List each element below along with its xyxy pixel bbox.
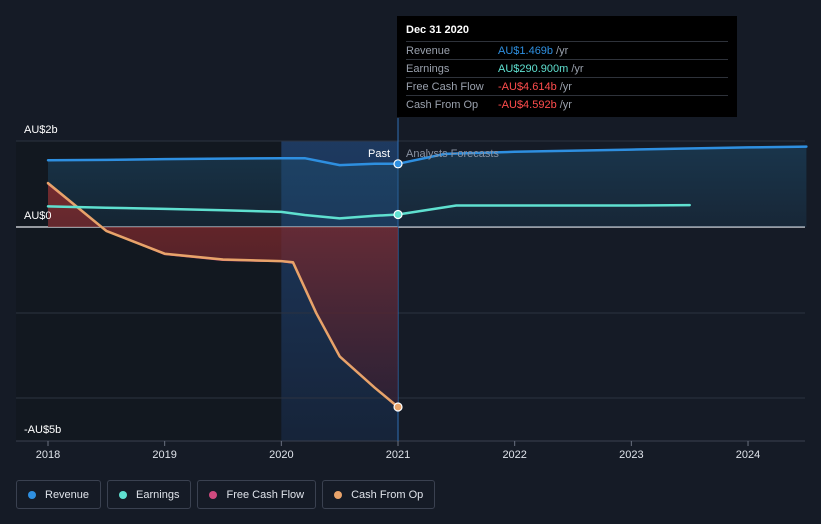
legend-label: Earnings <box>136 488 180 501</box>
tooltip-label: Earnings <box>406 62 450 75</box>
legend-item-revenue[interactable]: Revenue <box>16 480 102 509</box>
legend-item-free-cash-flow[interactable]: Free Cash Flow <box>197 480 317 509</box>
cfo-marker[interactable] <box>393 402 403 412</box>
line-layer <box>46 145 808 409</box>
forecast-label: Analysts Forecasts <box>406 148 499 160</box>
tooltip: Dec 31 2020 Revenue AU$1.469b /yr Earnin… <box>397 16 737 117</box>
y-label-top: AU$2b <box>24 124 58 136</box>
x-tick-label: 2023 <box>619 449 643 461</box>
legend-label: Free Cash Flow <box>226 488 305 501</box>
tooltip-label: Free Cash Flow <box>406 80 484 93</box>
legend-item-earnings[interactable]: Earnings <box>107 480 192 509</box>
tooltip-label: Revenue <box>406 44 451 57</box>
tooltip-value: -AU$4.614b <box>498 80 557 93</box>
y-label-bottom: -AU$5b <box>24 424 61 436</box>
revenue-marker[interactable] <box>393 159 403 169</box>
tooltip-value: AU$1.469b <box>498 44 554 57</box>
free-cash-flow-dot-icon <box>209 490 218 499</box>
legend-label: Revenue <box>45 488 90 501</box>
cash-from-op-dot-icon <box>334 490 343 499</box>
earnings-marker[interactable] <box>393 209 403 220</box>
x-tick-label: 2024 <box>736 449 760 461</box>
tooltip-unit: /yr <box>559 80 572 93</box>
legend-label: Cash From Op <box>351 488 424 501</box>
past-label: Past <box>368 148 390 160</box>
earnings-line <box>46 203 691 220</box>
revenue-line <box>46 145 808 167</box>
tooltip-unit: /yr <box>556 44 569 57</box>
tooltip-row-free-cash-flow: Free Cash Flow -AU$4.614b /yr <box>406 77 728 95</box>
tooltip-value: -AU$4.592b <box>498 98 557 111</box>
tooltip-row-revenue: Revenue AU$1.469b /yr <box>406 41 728 59</box>
x-tick-label: 2022 <box>502 449 526 461</box>
free-cash-flow-area <box>48 184 398 408</box>
x-tick-label: 2019 <box>152 449 176 461</box>
revenue-dot-icon <box>28 490 36 499</box>
tooltip-unit: /yr <box>559 98 572 111</box>
x-tick-label: 2018 <box>36 449 60 461</box>
cfo-line <box>46 181 400 409</box>
tooltip-row-cash-from-op: Cash From Op -AU$4.592b /yr <box>406 95 728 113</box>
area-layer <box>48 146 807 408</box>
tooltip-value: AU$290.900m <box>498 62 569 75</box>
revenue-area <box>48 146 807 227</box>
x-tick-label: 2021 <box>386 449 410 461</box>
y-label-zero: AU$0 <box>24 210 52 222</box>
legend: Revenue Earnings Free Cash Flow Cash Fro… <box>16 480 436 509</box>
tooltip-date: Dec 31 2020 <box>406 24 469 36</box>
marker-layer <box>393 159 403 412</box>
legend-item-cash-from-op[interactable]: Cash From Op <box>322 480 436 509</box>
tooltip-label: Cash From Op <box>406 98 479 111</box>
earnings-dot-icon <box>119 490 128 499</box>
tooltip-row-earnings: Earnings AU$290.900m /yr <box>406 59 728 77</box>
x-tick-label: 2020 <box>269 449 293 461</box>
tooltip-unit: /yr <box>571 62 584 75</box>
label-layer: 2018 2019 2020 2021 2022 2023 2024 AU$2b AU$0 -AU… <box>24 124 760 461</box>
